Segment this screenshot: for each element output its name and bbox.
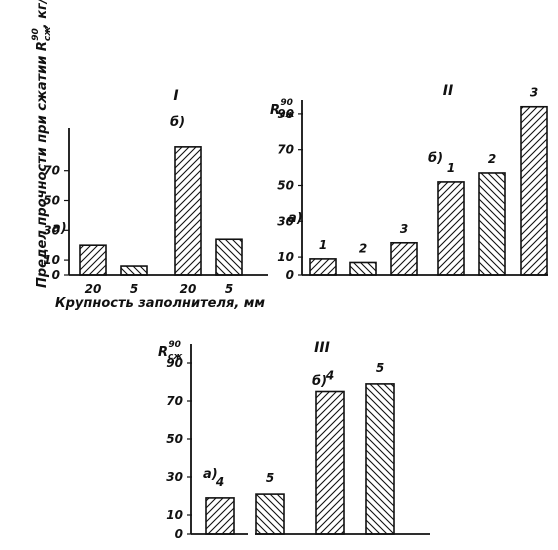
bar-I-1 [79, 244, 107, 276]
y-tick-label: 30 [166, 470, 183, 484]
y-axis-label-sup: 90 [168, 340, 181, 350]
y-tick-label: 70 [277, 143, 294, 157]
group-label-b: б) [312, 374, 327, 389]
category-label: 2 [488, 152, 496, 166]
category-label: 4 [215, 475, 224, 489]
category-label: 20 [85, 282, 102, 296]
y-axis-label: Rсж 90 [158, 340, 183, 362]
category-label: 3 [400, 222, 408, 236]
bar-I-2 [120, 265, 148, 276]
bar-III-4 [365, 383, 395, 535]
bar-II-1 [309, 258, 337, 276]
group-label-a: а) [203, 467, 218, 482]
bar-II-5 [478, 172, 506, 276]
y-axis-label: Предел прочности при сжатии Rсж90, кг/см… [31, 0, 53, 288]
y-tick-label: 10 [277, 250, 294, 264]
y-axis-label-sup: 90 [31, 28, 41, 41]
y-axis-label-unit: , кг/см [35, 0, 50, 29]
category-label: 5 [266, 471, 274, 485]
y-tick-label: 10 [166, 508, 183, 522]
bar-II-3 [390, 241, 418, 276]
bar-II-2 [349, 261, 377, 276]
y-axis-label-main: Предел прочности при сжатии R [35, 41, 50, 288]
y-axis-label: Rсж90 [270, 98, 295, 120]
y-tick-label: 90 [277, 107, 294, 121]
category-label: 5 [376, 361, 384, 375]
y-axis-label-main: R [158, 345, 168, 360]
bar-II-6 [520, 105, 548, 276]
category-label: 5 [225, 282, 233, 296]
bar-II-4 [437, 181, 465, 276]
group-label-a: а) [288, 211, 303, 226]
y-tick-label: 0 [286, 268, 294, 282]
x-axis-label: Крупность заполнителя, мм [55, 296, 265, 311]
y-tick-label: 30 [277, 214, 294, 228]
y-axis-label-sub: сж [43, 26, 53, 41]
panel-title: I [173, 88, 178, 104]
bar-III-2 [255, 493, 285, 535]
group-label-b: б) [428, 151, 443, 166]
panel-title: III [314, 340, 330, 356]
y-tick-label: 70 [166, 394, 183, 408]
bar-I-3 [174, 146, 202, 276]
y-axis-label-sup: 90 [280, 98, 293, 108]
y-axis-label-sub: сж [168, 352, 183, 362]
y-tick-label: 90 [166, 356, 183, 370]
category-label: 20 [180, 282, 197, 296]
axes [68, 100, 548, 535]
bar-III-3 [315, 390, 345, 535]
y-tick-label: 50 [43, 194, 60, 208]
category-label: 5 [130, 282, 138, 296]
category-label: 1 [319, 238, 327, 252]
category-label: 4 [325, 369, 334, 383]
y-axis-label-sub: сж [280, 110, 295, 120]
y-tick-label: 0 [52, 268, 60, 282]
y-axis-label-main: R [270, 103, 280, 118]
panel-I: I 010 30 50 70 20 5 20 5 а) б) Крупность запол… [31, 0, 265, 311]
category-label: 1 [447, 161, 455, 175]
y-tick-label: 50 [277, 179, 294, 193]
category-label: 3 [530, 86, 538, 100]
bar-I-4 [215, 238, 243, 276]
category-label: 2 [359, 241, 367, 255]
panel-title: II [443, 83, 453, 99]
y-tick-label: 0 [175, 527, 183, 541]
group-label-a: а) [52, 221, 67, 236]
y-tick-label: 10 [43, 253, 60, 267]
y-tick-label: 50 [166, 432, 183, 446]
y-tick-label: 30 [43, 223, 60, 237]
bar-III-1 [205, 497, 235, 535]
y-tick-label: 70 [43, 164, 60, 178]
group-label-b: б) [170, 115, 185, 130]
